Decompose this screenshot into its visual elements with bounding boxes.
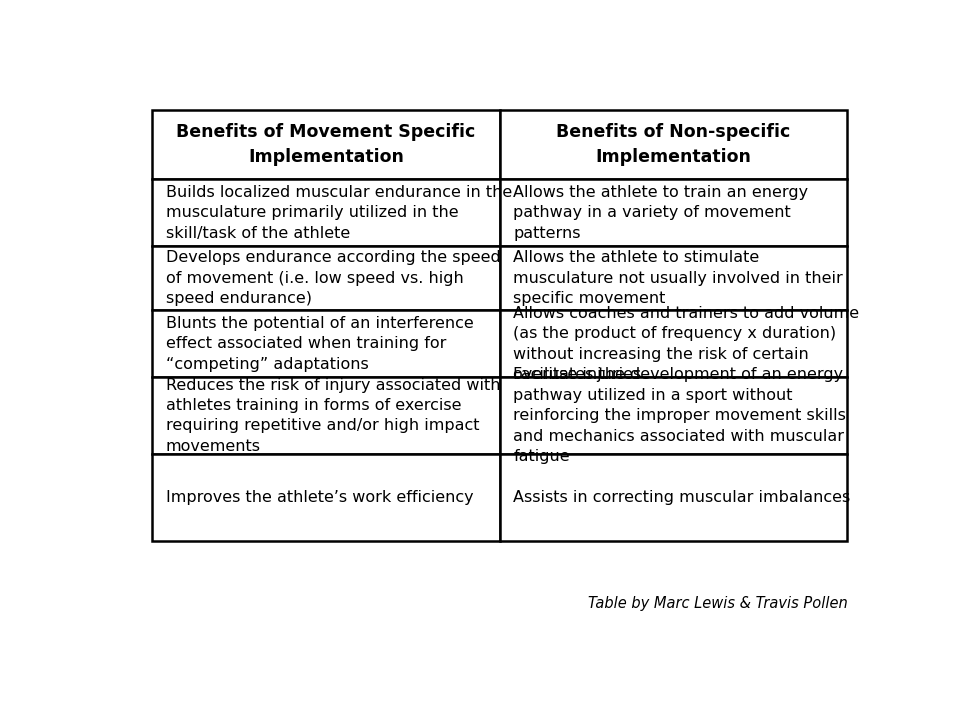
Bar bbox=[152, 246, 499, 310]
Text: Allows the athlete to train an energy
pathway in a variety of movement
patterns: Allows the athlete to train an energy pa… bbox=[513, 185, 808, 241]
Text: Reduces the risk of injury associated with
athletes training in forms of exercis: Reduces the risk of injury associated wi… bbox=[166, 378, 500, 454]
Bar bbox=[499, 179, 847, 246]
Text: Builds localized muscular endurance in the
musculature primarily utilized in the: Builds localized muscular endurance in t… bbox=[166, 185, 512, 241]
Bar bbox=[152, 454, 499, 541]
Bar bbox=[152, 179, 499, 246]
Text: Improves the athlete’s work efficiency: Improves the athlete’s work efficiency bbox=[166, 490, 473, 505]
Bar bbox=[152, 110, 499, 179]
Text: Develops endurance according the speed
of movement (i.e. low speed vs. high
spee: Develops endurance according the speed o… bbox=[166, 251, 500, 306]
Text: Table by Marc Lewis & Travis Pollen: Table by Marc Lewis & Travis Pollen bbox=[588, 596, 847, 611]
Bar bbox=[499, 110, 847, 179]
Bar bbox=[152, 377, 499, 454]
Bar bbox=[152, 310, 499, 377]
Bar bbox=[499, 377, 847, 454]
Bar bbox=[499, 310, 847, 377]
Text: Assists in correcting muscular imbalances: Assists in correcting muscular imbalance… bbox=[513, 490, 850, 505]
Bar bbox=[499, 454, 847, 541]
Bar bbox=[499, 246, 847, 310]
Text: Facilitates the development of an energy
pathway utilized in a sport without
rei: Facilitates the development of an energy… bbox=[513, 368, 846, 464]
Text: Blunts the potential of an interference
effect associated when training for
“com: Blunts the potential of an interference … bbox=[166, 316, 474, 372]
Text: Benefits of Movement Specific
Implementation: Benefits of Movement Specific Implementa… bbox=[176, 123, 476, 166]
Text: Allows coaches and trainers to add volume
(as the product of frequency x duratio: Allows coaches and trainers to add volum… bbox=[513, 306, 859, 382]
Text: Benefits of Non-specific
Implementation: Benefits of Non-specific Implementation bbox=[557, 123, 791, 166]
Text: Allows the athlete to stimulate
musculature not usually involved in their
specif: Allows the athlete to stimulate musculat… bbox=[513, 251, 843, 306]
